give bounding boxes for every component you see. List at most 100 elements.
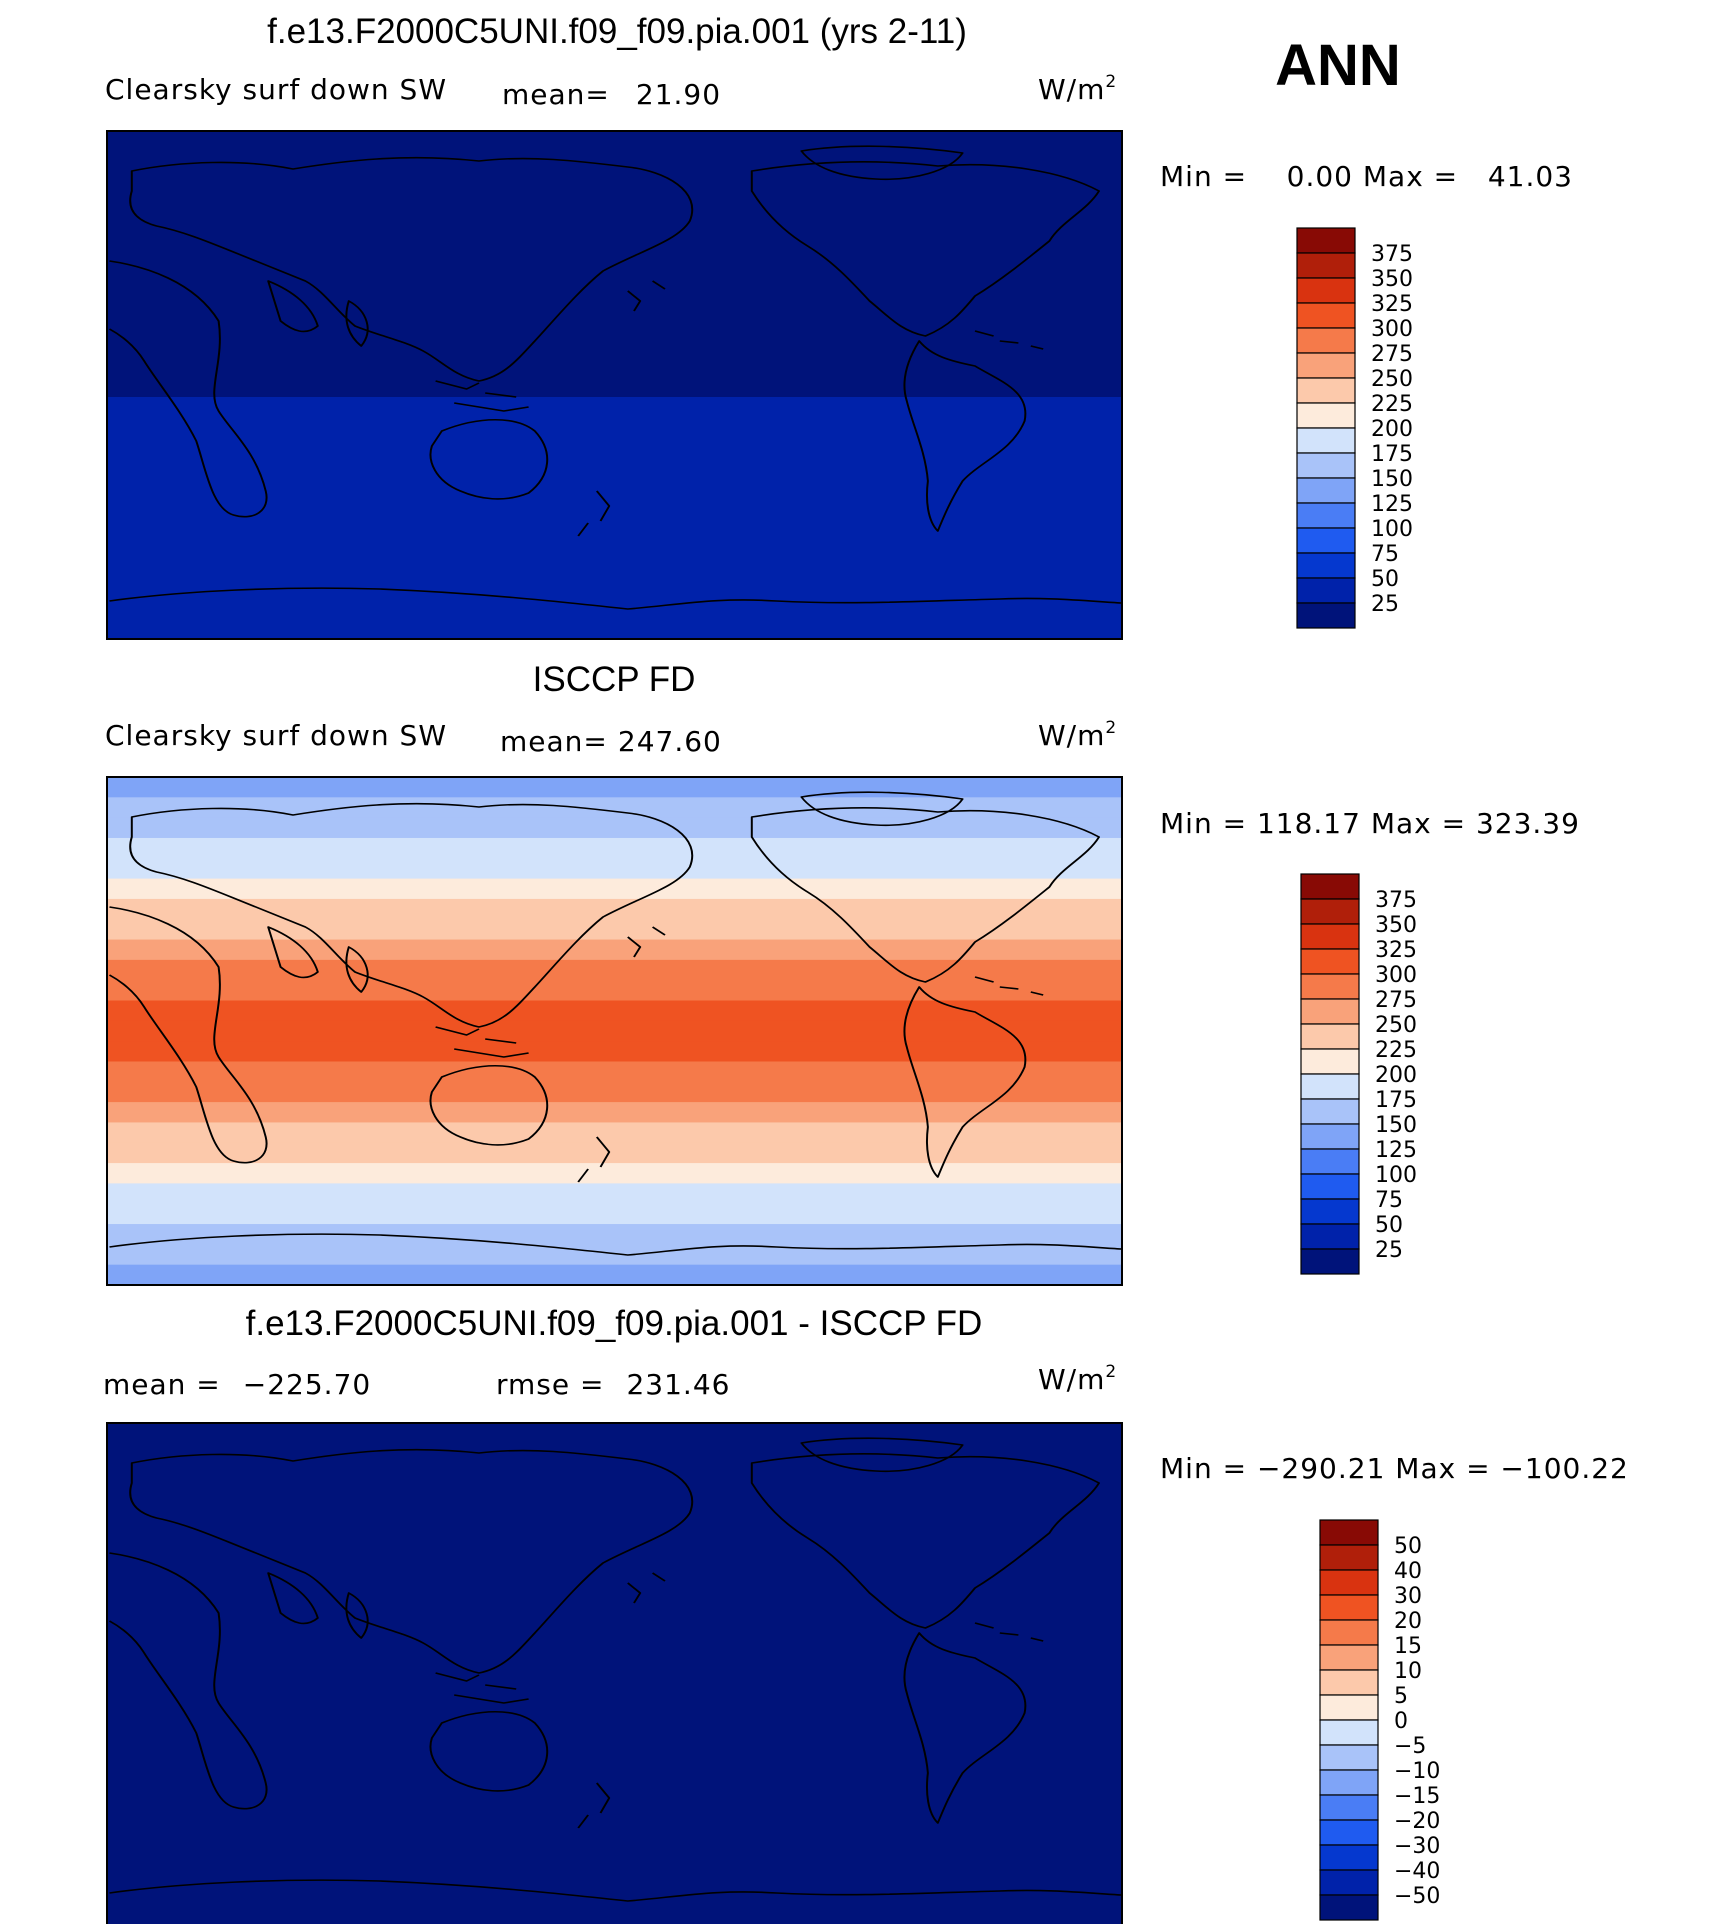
colorbar-3-box-4 [1319,1619,1379,1646]
colorbar-1-tick-12: 75 [1371,542,1399,567]
colorbar-3-tick-10: −15 [1394,1784,1440,1809]
season-label: ANN [1275,33,1401,98]
colorbar-2-box-5 [1300,998,1360,1025]
colorbar-2-tick-13: 50 [1375,1213,1403,1238]
colorbar-1-box-5 [1296,352,1356,379]
panel-2-band-18 [107,1142,1122,1164]
colorbar-2-box-10 [1300,1123,1360,1150]
colorbar-2-tick-1: 350 [1375,913,1417,938]
colorbar-3-box-0 [1319,1519,1379,1546]
colorbar-3-tick-13: −40 [1394,1859,1440,1884]
panel-obs: ISCCP FD Clearsky surf down SW mean= 247.… [105,660,1580,1286]
colorbar-2-box-4 [1300,973,1360,1000]
colorbar-2-tick-5: 250 [1375,1013,1417,1038]
panel-2-band-21 [107,1203,1122,1225]
colorbar-3-tick-9: −10 [1394,1759,1440,1784]
panel-2-minmax: Min = 118.17 Max = 323.39 [1160,807,1580,840]
colorbar-1-box-11 [1296,502,1356,529]
colorbar-3-box-11 [1319,1794,1379,1821]
colorbar-2-box-0 [1300,873,1360,900]
panel-2-band-5 [107,878,1122,900]
panel-1-colorbar: 3753503253002752502252001751501251007550… [1296,227,1413,629]
colorbar-3-tick-1: 40 [1394,1559,1422,1584]
panel-2-band-8 [107,939,1122,961]
colorbar-1-tick-6: 225 [1371,392,1413,417]
colorbar-2-box-13 [1300,1198,1360,1225]
colorbar-3-box-1 [1319,1544,1379,1571]
panel-1-title: f.e13.F2000C5UNI.f09_f09.pia.001 (yrs 2-… [267,12,967,51]
panel-2-band-13 [107,1041,1122,1063]
panel-2-band-7 [107,919,1122,941]
colorbar-1-tick-4: 275 [1371,342,1413,367]
panel-2-band-24 [107,1264,1122,1286]
panel-2-band-22 [107,1224,1122,1246]
colorbar-3-box-10 [1319,1769,1379,1796]
colorbar-3-box-3 [1319,1594,1379,1621]
panel-2-map [106,776,1123,1286]
colorbar-2-tick-8: 175 [1375,1088,1417,1113]
panel-2-band-11 [107,1000,1122,1022]
colorbar-1-box-15 [1296,602,1356,629]
colorbar-2-tick-14: 25 [1375,1238,1403,1263]
panel-3-minmax: Min = −290.21 Max = −100.22 [1160,1452,1629,1485]
panel-2-band-12 [107,1020,1122,1042]
panel-model: f.e13.F2000C5UNI.f09_f09.pia.001 (yrs 2-… [105,12,1573,640]
colorbar-2-box-9 [1300,1098,1360,1125]
colorbar-3-tick-0: 50 [1394,1534,1422,1559]
colorbar-1-box-0 [1296,227,1356,254]
panel-2-band-10 [107,980,1122,1002]
colorbar-1-box-6 [1296,377,1356,404]
colorbar-2-box-6 [1300,1023,1360,1050]
colorbar-3-tick-6: 5 [1394,1684,1408,1709]
colorbar-3-tick-3: 20 [1394,1609,1422,1634]
panel-1-minmax: Min = 0.00 Max = 41.03 [1160,160,1573,193]
colorbar-2-box-3 [1300,948,1360,975]
colorbar-1-tick-2: 325 [1371,292,1413,317]
panel-3-units: W/m2 [1038,1362,1117,1396]
panel-2-band-15 [107,1081,1122,1103]
colorbar-3-box-5 [1319,1644,1379,1671]
colorbar-3-box-2 [1319,1569,1379,1596]
colorbar-2-tick-12: 75 [1375,1188,1403,1213]
panel-3-rmse: rmse = 231.46 [496,1368,730,1401]
colorbar-3-tick-14: −50 [1394,1884,1440,1909]
panel-1-band-north [107,131,1122,397]
panel-2-band-17 [107,1122,1122,1144]
panel-3-map [106,1422,1123,1924]
panel-1-variable: Clearsky surf down SW [105,73,447,106]
panel-2-colorbar: 3753503253002752502252001751501251007550… [1300,873,1417,1275]
colorbar-1-box-13 [1296,552,1356,579]
panel-diff: f.e13.F2000C5UNI.f09_f09.pia.001 - ISCCP… [103,1304,1629,1924]
panel-2-band-2 [107,817,1122,839]
colorbar-3-box-8 [1319,1719,1379,1746]
colorbar-1-tick-5: 250 [1371,367,1413,392]
colorbar-1-tick-8: 175 [1371,442,1413,467]
colorbar-1-box-2 [1296,277,1356,304]
colorbar-2-tick-9: 150 [1375,1113,1417,1138]
colorbar-2-box-2 [1300,923,1360,950]
colorbar-1-tick-13: 50 [1371,567,1399,592]
colorbar-3-box-12 [1319,1819,1379,1846]
panel-2-band-20 [107,1183,1122,1205]
colorbar-1-box-8 [1296,427,1356,454]
colorbar-3-tick-2: 30 [1394,1584,1422,1609]
panel-2-band-4 [107,858,1122,880]
colorbar-3-tick-5: 10 [1394,1659,1422,1684]
colorbar-2-tick-4: 275 [1375,988,1417,1013]
colorbar-1-box-4 [1296,327,1356,354]
colorbar-3-box-7 [1319,1694,1379,1721]
colorbar-2-tick-3: 300 [1375,963,1417,988]
panel-2-band-23 [107,1244,1122,1266]
colorbar-2-box-8 [1300,1073,1360,1100]
panel-2-band-9 [107,959,1122,981]
colorbar-1-tick-3: 300 [1371,317,1413,342]
colorbar-2-tick-11: 100 [1375,1163,1417,1188]
panel-2-variable: Clearsky surf down SW [105,719,447,752]
colorbar-1-box-12 [1296,527,1356,554]
colorbar-3-box-6 [1319,1669,1379,1696]
panel-2-title: ISCCP FD [533,660,696,699]
colorbar-3-tick-11: −20 [1394,1809,1440,1834]
panel-2-mean-label: mean= 247.60 [500,725,722,758]
